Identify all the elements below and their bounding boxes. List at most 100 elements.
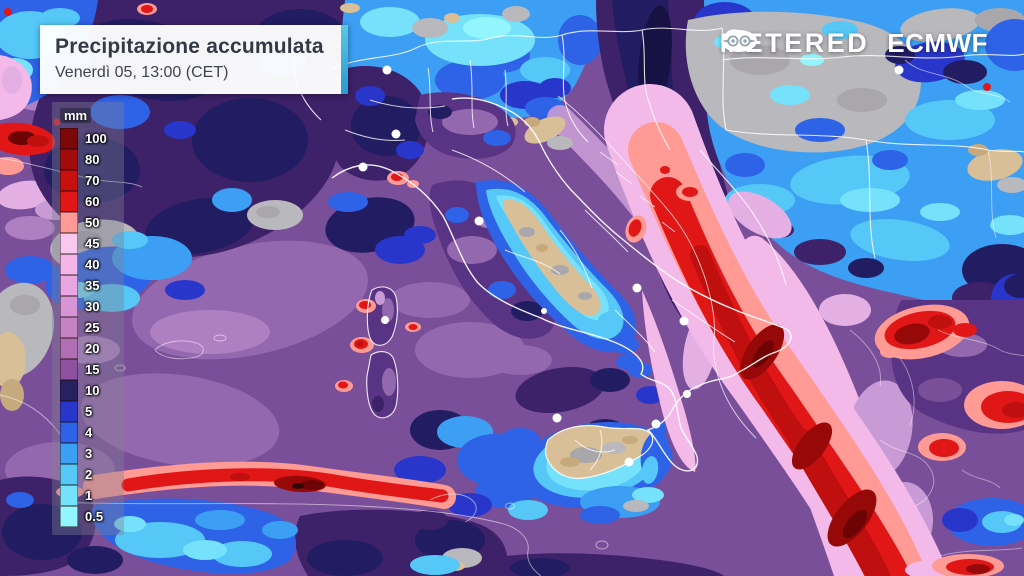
city-dot — [679, 316, 689, 326]
ecmwf-logo: ECMWF — [720, 28, 988, 59]
city-dot — [552, 413, 562, 423]
greece-coastlines — [849, 329, 1024, 557]
legend-label: 10 — [85, 383, 100, 398]
city-dot — [651, 419, 661, 429]
legend-label: 40 — [85, 257, 100, 272]
legend-swatch — [60, 128, 78, 149]
ionian-red-band — [604, 84, 946, 576]
legend-swatch — [60, 401, 78, 422]
precip-legend: mm 100 80 70 60 50 45 40 35 30 25 20 15 10 5 4 3 2 1 0.5 — [52, 102, 124, 535]
legend-swatch — [60, 212, 78, 233]
ecmwf-text: ECMWF — [887, 28, 988, 58]
legend-label: 30 — [85, 299, 100, 314]
legend-row: 35 — [60, 275, 124, 296]
legend-row: 80 — [60, 149, 124, 170]
region-borders — [344, 59, 736, 471]
legend-swatch — [60, 485, 78, 506]
faint-coastlines — [0, 59, 1011, 576]
right-edge-features — [874, 300, 1024, 576]
legend-swatch — [60, 149, 78, 170]
legend-label: 100 — [85, 131, 107, 146]
legend-unit: mm — [60, 108, 92, 123]
meteored-text-suffix: RED — [804, 28, 870, 58]
bottom-left-blues — [67, 498, 298, 574]
legend-swatch — [60, 191, 78, 212]
legend-label: 5 — [85, 404, 93, 419]
legend-row: 3 — [60, 443, 124, 464]
corsica-sardinia — [335, 286, 421, 418]
legend-label: 25 — [85, 320, 100, 335]
city-dot — [632, 283, 642, 293]
city-dot — [474, 216, 484, 226]
page-title: Precipitazione accumulata — [55, 35, 324, 58]
legend-rows: 100 80 70 60 50 45 40 35 30 25 20 15 10 5 4 3 2 1 0.5 — [60, 128, 124, 527]
piedmont-dark — [326, 65, 429, 181]
sicily-outline — [545, 424, 654, 479]
city-dot — [382, 65, 392, 75]
po-valley — [415, 92, 516, 159]
legend-row: 10 — [60, 380, 124, 401]
legend-swatch — [60, 275, 78, 296]
city-dot — [894, 65, 904, 75]
legend-swatch — [60, 296, 78, 317]
legend-row: 45 — [60, 233, 124, 254]
legend-swatch — [60, 506, 78, 527]
legend-row: 0.5 — [60, 506, 124, 527]
legend-label: 35 — [85, 278, 100, 293]
legend-row: 25 — [60, 317, 124, 338]
legend-label: 2 — [85, 467, 93, 482]
brand-logos: METE RED ECMWF — [720, 28, 988, 59]
legend-label: 60 — [85, 194, 100, 209]
legend-row: 30 — [60, 296, 124, 317]
legend-row: 70 — [60, 170, 124, 191]
city-dot — [624, 457, 634, 467]
sardinia-outline — [366, 351, 399, 419]
legend-row: 5 — [60, 401, 124, 422]
legend-swatch — [60, 170, 78, 191]
legend-swatch — [60, 464, 78, 485]
forecast-timestamp: Venerdì 05, 13:00 (CET) — [55, 64, 229, 81]
legend-label: 4 — [85, 425, 93, 440]
legend-label: 70 — [85, 173, 100, 188]
legend-row: 4 — [60, 422, 124, 443]
south-tyrrhenian — [394, 368, 630, 486]
legend-row: 20 — [60, 338, 124, 359]
liguria-navy — [325, 171, 436, 264]
legend-swatch — [60, 380, 78, 401]
algeria-red-band — [56, 461, 456, 509]
legend-row: 2 — [60, 464, 124, 485]
legend-swatch — [60, 233, 78, 254]
west-blue-cluster — [5, 231, 205, 312]
city-dot — [541, 308, 547, 314]
legend-swatch — [60, 359, 78, 380]
city-dot — [391, 129, 401, 139]
legend-swatch — [60, 254, 78, 275]
legend-label: 80 — [85, 152, 100, 167]
ecmwf-emblem-icon — [720, 30, 757, 52]
spain-corner — [0, 282, 55, 411]
sicily-and-channel — [410, 420, 673, 575]
adriatic-coastlines — [557, 95, 757, 439]
legend-swatch — [60, 317, 78, 338]
legend-label: 20 — [85, 341, 100, 356]
legend-label: 0.5 — [85, 509, 104, 524]
apennines-terrain — [476, 180, 664, 441]
legend-row: 15 — [60, 359, 124, 380]
legend-row: 60 — [60, 191, 124, 212]
legend-row: 40 — [60, 254, 124, 275]
legend-row: 1 — [60, 485, 124, 506]
legend-label: 45 — [85, 236, 100, 251]
legend-row: 50 — [60, 212, 124, 233]
title-accent-bar — [340, 25, 348, 94]
legend-swatch — [60, 422, 78, 443]
city-dot — [358, 162, 368, 172]
city-dots — [358, 65, 904, 467]
legend-label: 50 — [85, 215, 100, 230]
legend-label: 15 — [85, 362, 100, 377]
city-dot — [381, 316, 389, 324]
title-card: Precipitazione accumulata Venerdì 05, 13… — [40, 25, 348, 94]
legend-label: 3 — [85, 446, 93, 461]
city-dot — [683, 390, 691, 398]
